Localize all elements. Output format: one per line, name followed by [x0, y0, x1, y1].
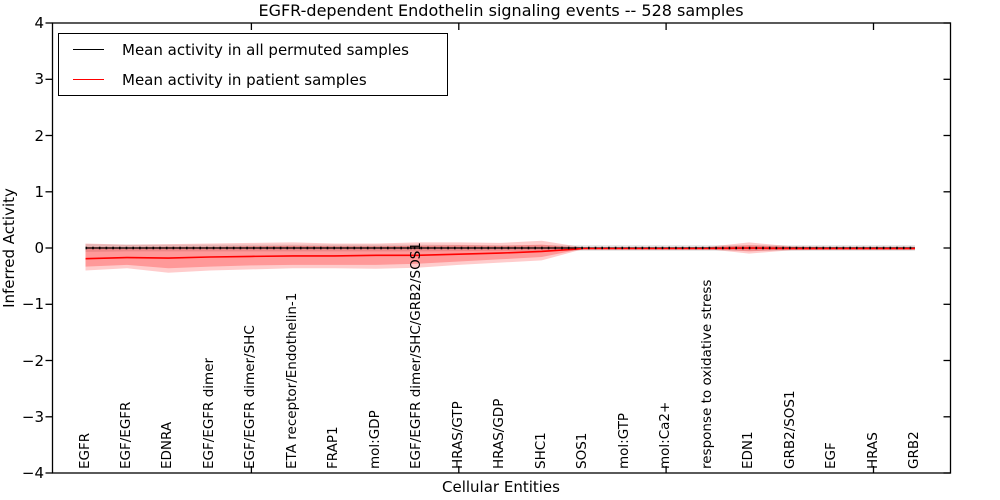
x-tick-label: EGF/EGFR dimer/SHC — [242, 325, 259, 469]
x-tick-label: EGF/EGFR dimer/SHC/GRB2/SOS1 — [408, 242, 425, 469]
patient-line-swatch — [73, 79, 104, 80]
x-tick-label: EGF/EGFR — [118, 401, 134, 469]
legend: Mean activity in all permuted samples Me… — [58, 33, 448, 96]
y-tick-label: 4 — [34, 14, 44, 32]
patient-inner-band — [85, 244, 915, 269]
y-tick-label: 3 — [34, 70, 44, 89]
x-tick-label: EDN1 — [740, 431, 757, 469]
legend-label: Mean activity in all permuted samples — [122, 40, 409, 59]
y-tick-label: −2 — [21, 351, 44, 370]
permuted-line-swatch — [73, 49, 104, 50]
x-tick-label: FRAP1 — [325, 426, 342, 469]
x-tick-label: SOS1 — [574, 432, 591, 469]
y-tick-label: −4 — [21, 464, 44, 482]
y-axis-label: Inferred Activity — [0, 188, 18, 308]
x-tick-label: ETA receptor/Endothelin-1 — [283, 292, 300, 469]
x-tick-label: EGF — [823, 442, 840, 469]
y-tick-label: 1 — [34, 182, 44, 201]
x-tick-label: mol:GDP — [366, 410, 383, 469]
y-tick-label: −3 — [21, 407, 44, 426]
legend-entry-permuted: Mean activity in all permuted samples — [59, 35, 447, 65]
y-tick-label: −1 — [21, 295, 44, 314]
x-tick-label: SHC1 — [532, 432, 549, 469]
legend-entry-patient: Mean activity in patient samples — [59, 65, 447, 95]
x-tick-label: response to oxidative stress — [698, 279, 715, 469]
x-tick-label: mol:GTP — [615, 412, 632, 469]
x-tick-label: HRAS/GTP — [449, 401, 466, 469]
chart-title: EGFR-dependent Endothelin signaling even… — [258, 1, 744, 20]
x-tick-label: EDNRA — [159, 421, 176, 469]
x-tick-label: EGFR — [76, 432, 93, 469]
x-tick-label: mol:Ca2+ — [657, 401, 674, 469]
y-tick-label: 0 — [34, 239, 44, 257]
x-tick-label: GRB2 — [906, 431, 922, 469]
x-tick-label: HRAS/GDP — [491, 398, 508, 469]
x-tick-label: GRB2/SOS1 — [781, 390, 798, 469]
x-tick-label: HRAS — [864, 432, 881, 469]
y-tick-label: 2 — [34, 126, 44, 145]
x-tick-label: EGF/EGFR dimer — [200, 357, 217, 469]
x-axis-label: Cellular Entities — [442, 478, 560, 496]
legend-label: Mean activity in patient samples — [122, 70, 367, 89]
